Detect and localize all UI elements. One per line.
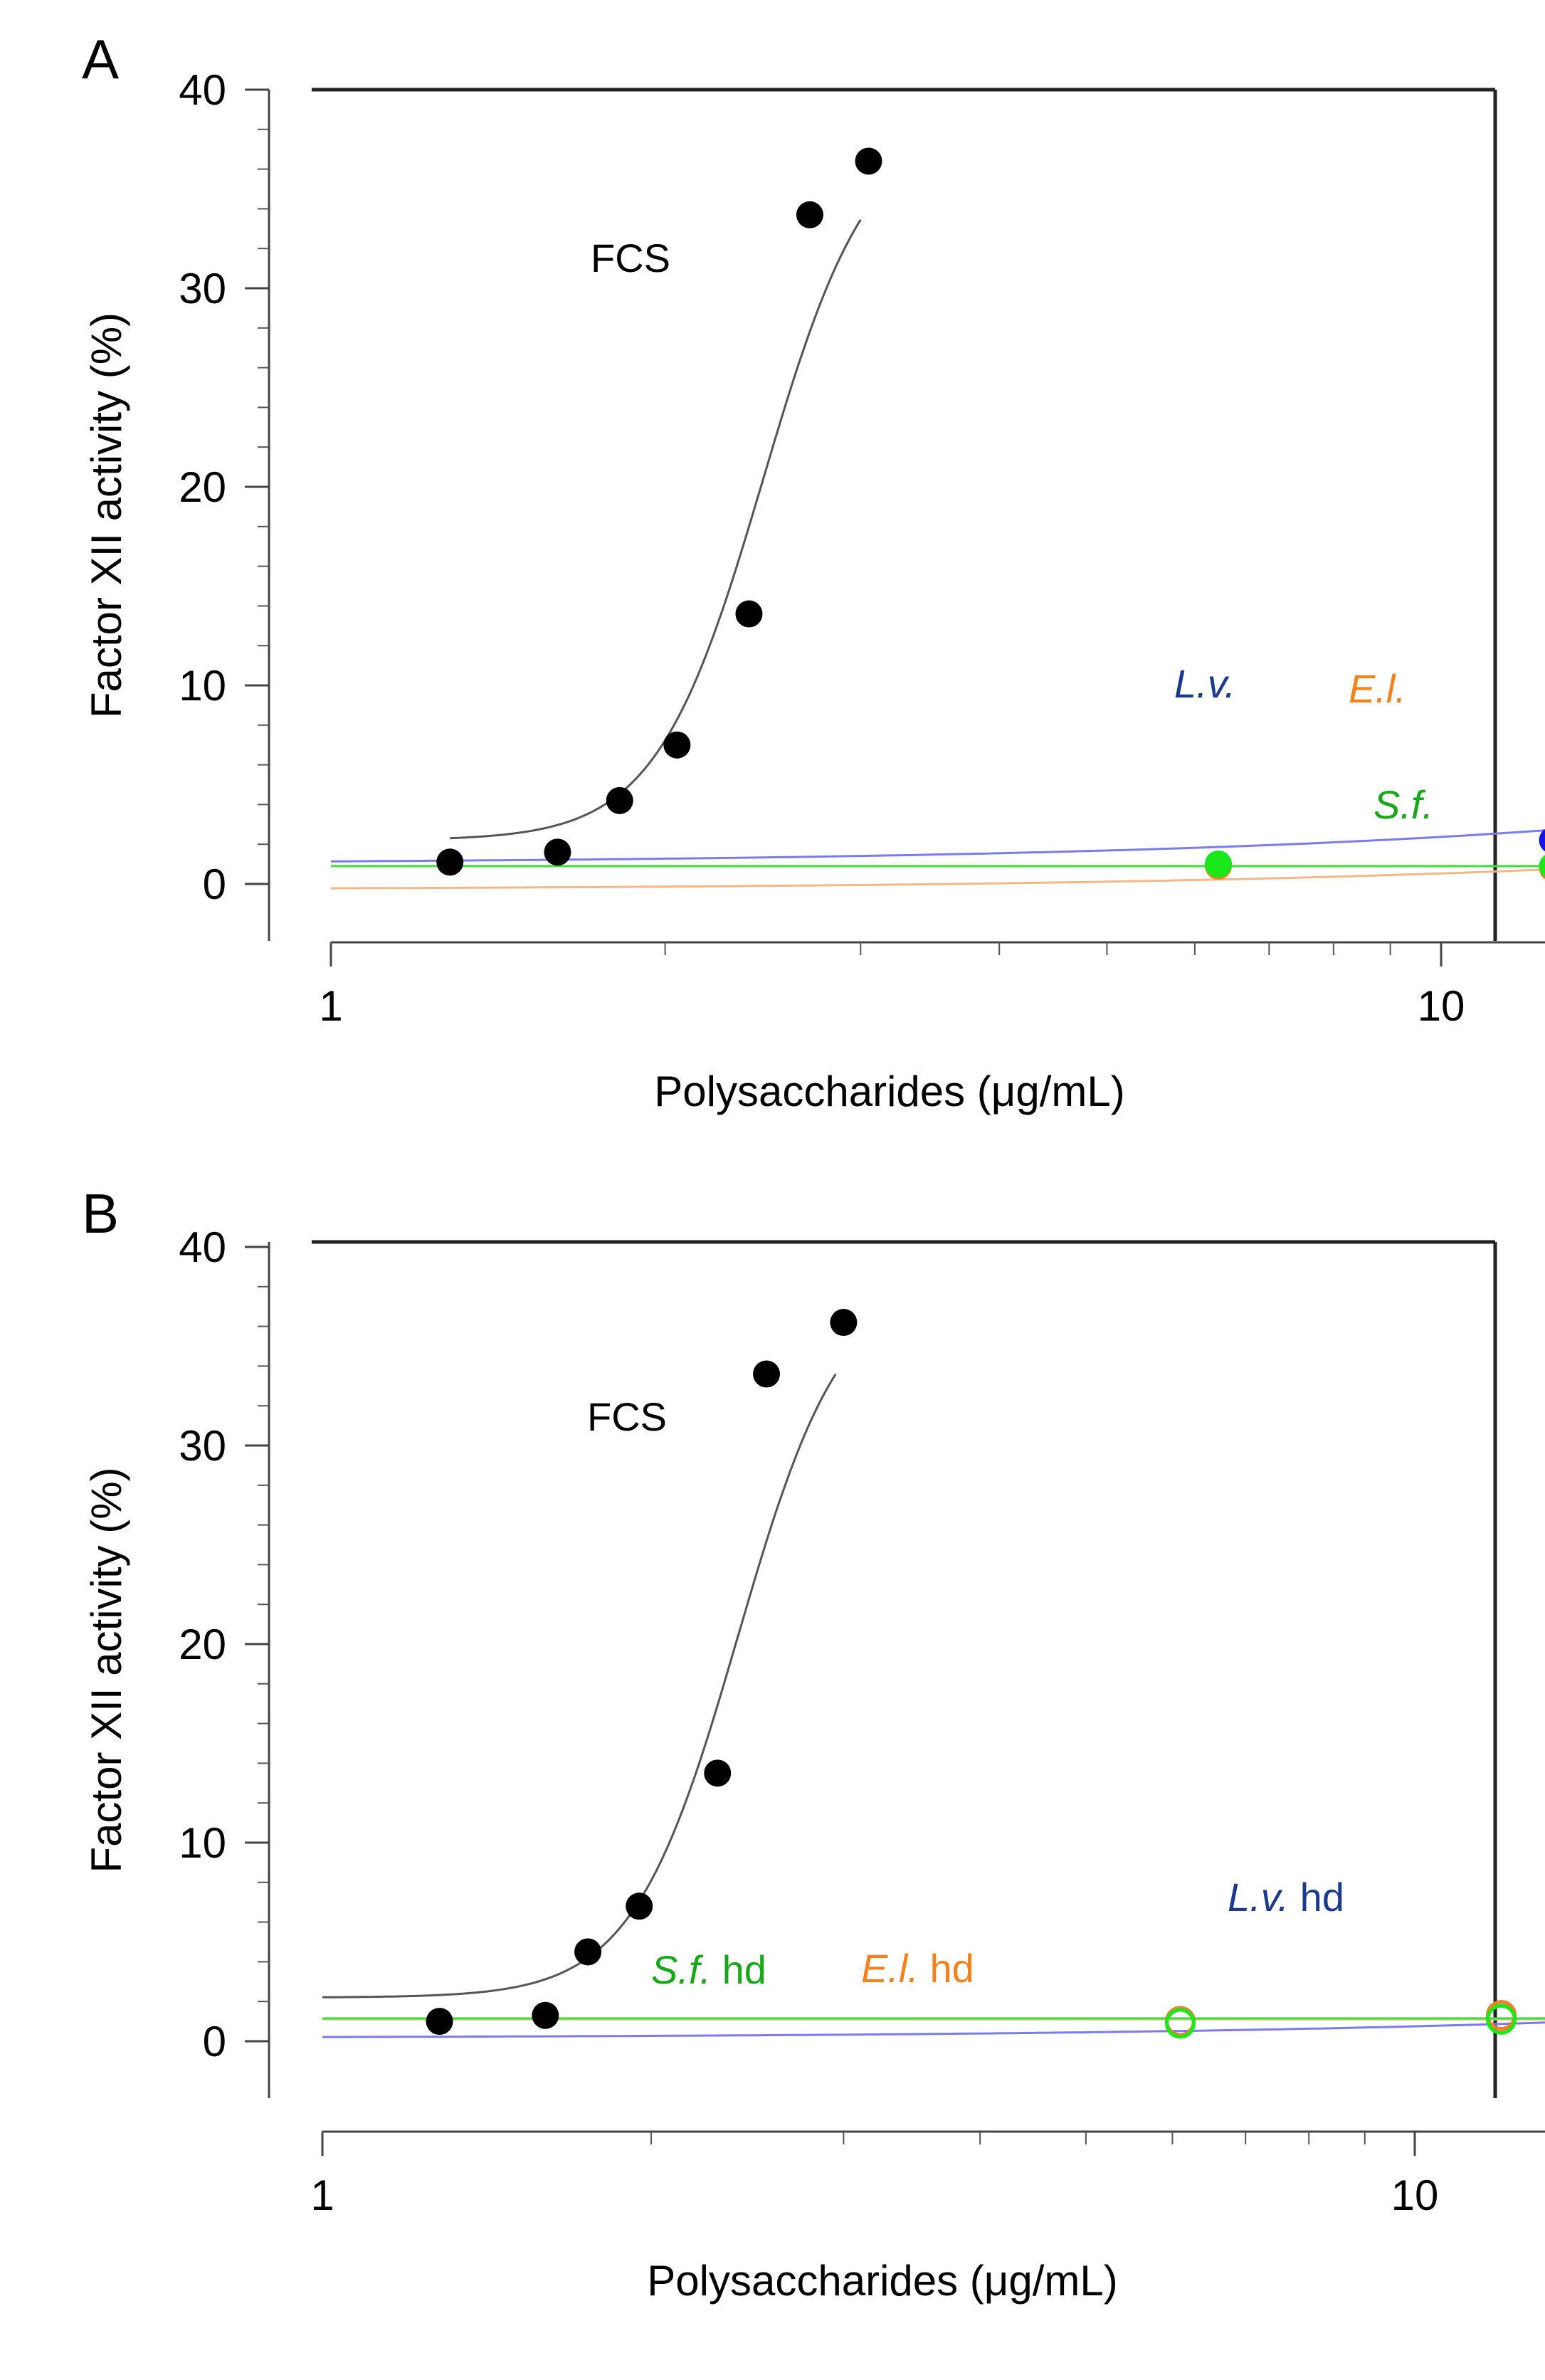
x-axis-title: Polysaccharides (μg/mL)	[647, 2257, 1117, 2305]
fit-curve-fcs	[450, 218, 862, 840]
y-axis-title: Factor XII activity (%)	[83, 1467, 130, 1873]
x-tick-label: 10	[1391, 2171, 1439, 2219]
y-tick-label: 30	[179, 265, 226, 312]
data-point-fcs	[574, 1938, 602, 1966]
y-tick-label: 40	[179, 66, 226, 114]
series-label: E.l.	[1349, 666, 1406, 711]
data-point-fcs	[830, 1309, 858, 1337]
panel-b: B010203040110100Polysaccharides (μg/mL)F…	[82, 1182, 1545, 2305]
x-tick-label: 1	[319, 982, 342, 1030]
series-label: FCS	[587, 1394, 667, 1439]
x-tick-label: 10	[1418, 982, 1465, 1030]
data-point-fcs	[796, 201, 823, 228]
y-tick-label: 0	[203, 2018, 226, 2065]
x-axis-title: Polysaccharides (μg/mL)	[654, 1068, 1124, 1115]
data-point-fcs	[532, 2001, 559, 2029]
y-axis-title: Factor XII activity (%)	[83, 312, 130, 718]
series-label: FCS	[591, 236, 670, 280]
y-tick-label: 20	[179, 463, 226, 511]
series-label: L.v. hd	[1228, 1875, 1344, 1920]
series-label: S.f.	[1373, 782, 1433, 827]
fit-curve-l-v-hd	[322, 2021, 1545, 2038]
series-label: S.f. hd	[651, 1947, 766, 1992]
data-point-fcs	[436, 848, 464, 876]
data-point-fcs	[426, 2008, 453, 2036]
data-point-fcs	[544, 838, 571, 866]
data-point-s-f	[1204, 851, 1232, 878]
y-tick-label: 0	[203, 860, 226, 908]
y-tick-label: 10	[179, 1819, 226, 1867]
series-label: E.l. hd	[861, 1946, 974, 1991]
data-point-fcs	[855, 147, 882, 175]
data-point-fcs	[606, 786, 633, 814]
y-tick-label: 30	[179, 1422, 226, 1470]
x-tick-label: 1	[310, 2171, 334, 2219]
data-point-fcs	[663, 731, 691, 759]
data-point-s-f-hd	[1164, 2008, 1196, 2039]
data-point-s-f	[1539, 855, 1545, 878]
panels: A 0 10 20 30 40 1 10 10 0 Polysaccharides (μg/mL) F…	[82, 28, 1545, 2305]
panel-letter: A	[82, 28, 119, 90]
fit-curve-e-l	[330, 868, 1545, 890]
y-tick-label: 20	[179, 1621, 226, 1668]
y-tick-label: 10	[179, 662, 226, 710]
data-point-fcs	[626, 1892, 653, 1920]
data-point-fcs	[735, 600, 763, 628]
data-point-fcs	[704, 1759, 732, 1787]
series-label: L.v.	[1174, 661, 1235, 706]
y-tick-label: 40	[179, 1223, 226, 1271]
fit-curve-l-v	[330, 829, 1545, 863]
data-point-fcs	[753, 1360, 781, 1388]
panel-letter: B	[82, 1182, 119, 1245]
panel-a: A010203040110100Polysaccharides (μg/mL)F…	[82, 28, 1545, 1115]
data-point-l-v	[1539, 828, 1545, 852]
fit-curve-fcs	[322, 1373, 837, 1999]
data-point-s-f-hd	[1486, 2003, 1517, 2035]
